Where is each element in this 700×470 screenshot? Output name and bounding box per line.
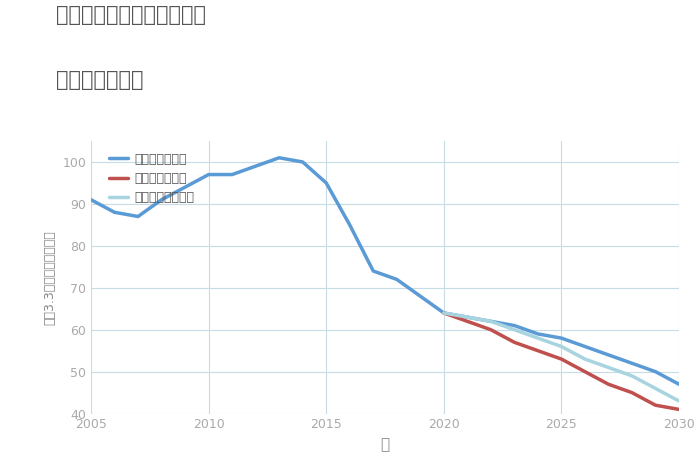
バッドシナリオ [463, 319, 472, 324]
ノーマルシナリオ [675, 398, 683, 404]
グッドシナリオ [134, 214, 142, 219]
グッドシナリオ [346, 222, 354, 227]
Line: グッドシナリオ: グッドシナリオ [91, 158, 679, 384]
Text: 土地の価格推移: 土地の価格推移 [56, 70, 144, 91]
グッドシナリオ [251, 164, 260, 169]
グッドシナリオ [675, 382, 683, 387]
グッドシナリオ [87, 197, 95, 203]
ノーマルシナリオ [440, 310, 448, 316]
グッドシナリオ [298, 159, 307, 165]
Y-axis label: 坪（3.3㎡）単価（万円）: 坪（3.3㎡）単価（万円） [43, 230, 57, 325]
ノーマルシナリオ [510, 327, 519, 333]
バッドシナリオ [675, 407, 683, 412]
ノーマルシナリオ [557, 344, 566, 349]
グッドシナリオ [322, 180, 330, 186]
グッドシナリオ [628, 360, 636, 366]
ノーマルシナリオ [486, 319, 495, 324]
グッドシナリオ [486, 319, 495, 324]
グッドシナリオ [393, 276, 401, 282]
グッドシナリオ [204, 172, 213, 177]
バッドシナリオ [510, 339, 519, 345]
バッドシナリオ [651, 402, 659, 408]
X-axis label: 年: 年 [380, 437, 390, 452]
グッドシナリオ [181, 184, 189, 190]
バッドシナリオ [604, 382, 612, 387]
バッドシナリオ [557, 356, 566, 362]
ノーマルシナリオ [628, 373, 636, 379]
ノーマルシナリオ [463, 314, 472, 320]
グッドシナリオ [651, 369, 659, 375]
グッドシナリオ [581, 344, 589, 349]
グッドシナリオ [111, 210, 119, 215]
グッドシナリオ [533, 331, 542, 337]
バッドシナリオ [440, 310, 448, 316]
Line: ノーマルシナリオ: ノーマルシナリオ [444, 313, 679, 401]
グッドシナリオ [275, 155, 284, 161]
バッドシナリオ [581, 369, 589, 375]
ノーマルシナリオ [533, 335, 542, 341]
バッドシナリオ [628, 390, 636, 395]
グッドシナリオ [369, 268, 377, 274]
ノーマルシナリオ [581, 356, 589, 362]
ノーマルシナリオ [651, 385, 659, 391]
グッドシナリオ [416, 293, 424, 299]
グッドシナリオ [440, 310, 448, 316]
グッドシナリオ [228, 172, 237, 177]
グッドシナリオ [510, 323, 519, 329]
グッドシナリオ [604, 352, 612, 358]
ノーマルシナリオ [604, 365, 612, 370]
Line: バッドシナリオ: バッドシナリオ [444, 313, 679, 409]
グッドシナリオ [557, 335, 566, 341]
グッドシナリオ [158, 197, 166, 203]
バッドシナリオ [533, 348, 542, 353]
バッドシナリオ [486, 327, 495, 333]
Legend: グッドシナリオ, バッドシナリオ, ノーマルシナリオ: グッドシナリオ, バッドシナリオ, ノーマルシナリオ [109, 153, 194, 204]
グッドシナリオ [463, 314, 472, 320]
Text: 神奈川県伊勢原市東大竹の: 神奈川県伊勢原市東大竹の [56, 5, 206, 25]
